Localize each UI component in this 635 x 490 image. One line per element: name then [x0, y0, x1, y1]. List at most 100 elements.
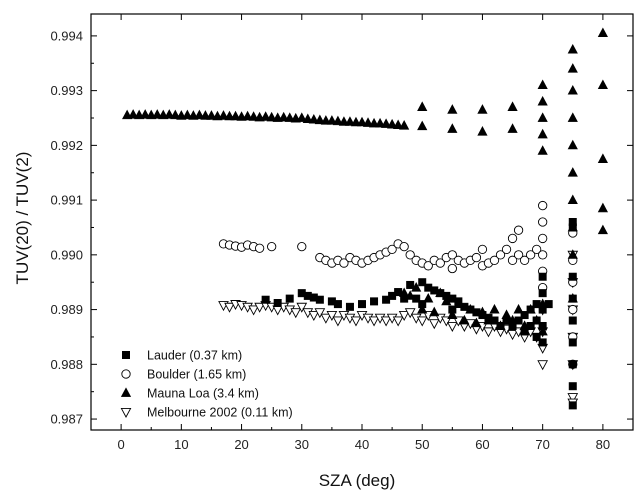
data-point	[315, 295, 324, 304]
data-point	[537, 145, 548, 155]
data-point	[406, 280, 415, 289]
y-tick-label: 0.987	[50, 412, 83, 427]
data-point	[567, 221, 578, 232]
data-point	[374, 117, 386, 128]
series-1	[218, 200, 578, 369]
data-point	[453, 298, 464, 309]
data-point	[418, 278, 427, 287]
y-axis-title: TUV(20) / TUV(2)	[13, 152, 32, 285]
y-tick-label: 0.992	[50, 138, 83, 153]
data-point	[568, 360, 577, 369]
data-point	[567, 249, 578, 259]
data-point	[345, 302, 354, 311]
data-point	[537, 325, 548, 336]
data-point	[568, 401, 577, 410]
data-point	[387, 244, 397, 255]
data-point	[568, 382, 577, 391]
data-point	[194, 109, 205, 120]
data-point	[507, 314, 518, 325]
data-point	[290, 308, 302, 319]
y-tick-label: 0.988	[50, 357, 83, 372]
series-2	[122, 27, 608, 336]
data-point	[423, 292, 434, 303]
data-point	[140, 109, 151, 119]
data-point	[537, 298, 548, 309]
x-tick-label: 60	[475, 437, 489, 452]
data-point	[489, 303, 500, 314]
data-point	[170, 109, 181, 120]
legend-marker	[120, 407, 132, 418]
data-point	[538, 272, 547, 281]
data-point	[206, 110, 217, 120]
data-point	[417, 101, 428, 111]
data-point	[266, 111, 277, 122]
data-point	[404, 308, 416, 319]
data-point	[567, 393, 579, 404]
data-point	[520, 311, 529, 320]
data-point	[296, 112, 307, 122]
data-point	[333, 300, 342, 309]
data-point	[538, 250, 548, 260]
data-point	[417, 303, 428, 314]
data-point	[513, 250, 524, 260]
data-point	[501, 244, 512, 255]
data-point	[597, 224, 608, 235]
data-point	[435, 287, 446, 298]
data-point	[477, 104, 488, 114]
data-point	[302, 113, 313, 123]
data-point	[267, 241, 277, 252]
data-point	[326, 115, 337, 125]
legend-label: Mauna Loa (3.4 km)	[147, 387, 259, 401]
data-point	[567, 167, 578, 177]
data-point	[285, 294, 294, 303]
data-point	[332, 316, 344, 327]
data-point	[507, 123, 518, 133]
data-point	[152, 109, 163, 119]
data-point	[567, 139, 578, 150]
data-point	[567, 43, 578, 54]
data-point	[525, 303, 536, 314]
data-point	[380, 118, 392, 128]
data-point	[387, 118, 398, 129]
y-axis-ticks: 0.987 0.988 0.989 0.990 0.991 0.992 0.993 0.994	[50, 28, 633, 427]
data-point	[597, 202, 608, 213]
data-point	[501, 309, 512, 319]
data-point	[568, 304, 578, 315]
data-point	[531, 314, 542, 325]
data-point	[568, 272, 577, 281]
data-point	[567, 112, 578, 122]
data-point	[567, 194, 578, 205]
data-point	[399, 120, 410, 130]
x-tick-label: 0	[117, 437, 124, 452]
data-point	[314, 308, 326, 319]
data-point	[278, 111, 289, 122]
legend-entry: Boulder (1.65 km)	[121, 368, 246, 382]
data-point	[416, 316, 428, 327]
data-point	[538, 200, 548, 211]
data-point	[519, 255, 530, 265]
data-point	[128, 109, 139, 119]
legend-entry: Mauna Loa (3.4 km)	[120, 387, 259, 401]
data-point	[392, 316, 404, 327]
x-tick-label: 30	[295, 437, 309, 452]
data-point	[362, 117, 374, 127]
data-point	[344, 116, 356, 126]
data-point	[230, 110, 241, 121]
data-point	[447, 250, 457, 260]
x-tick-label: 80	[596, 437, 610, 452]
data-point	[538, 289, 547, 298]
data-point	[489, 255, 500, 265]
data-point	[597, 27, 608, 38]
data-point	[260, 111, 271, 121]
data-point	[405, 290, 416, 300]
x-tick-label: 10	[174, 437, 188, 452]
data-point	[428, 319, 440, 330]
data-point	[538, 233, 548, 244]
data-point	[248, 305, 259, 316]
data-point	[495, 320, 506, 330]
data-point	[350, 316, 362, 327]
data-point	[399, 241, 409, 252]
data-point	[441, 295, 452, 306]
data-point	[440, 316, 452, 327]
